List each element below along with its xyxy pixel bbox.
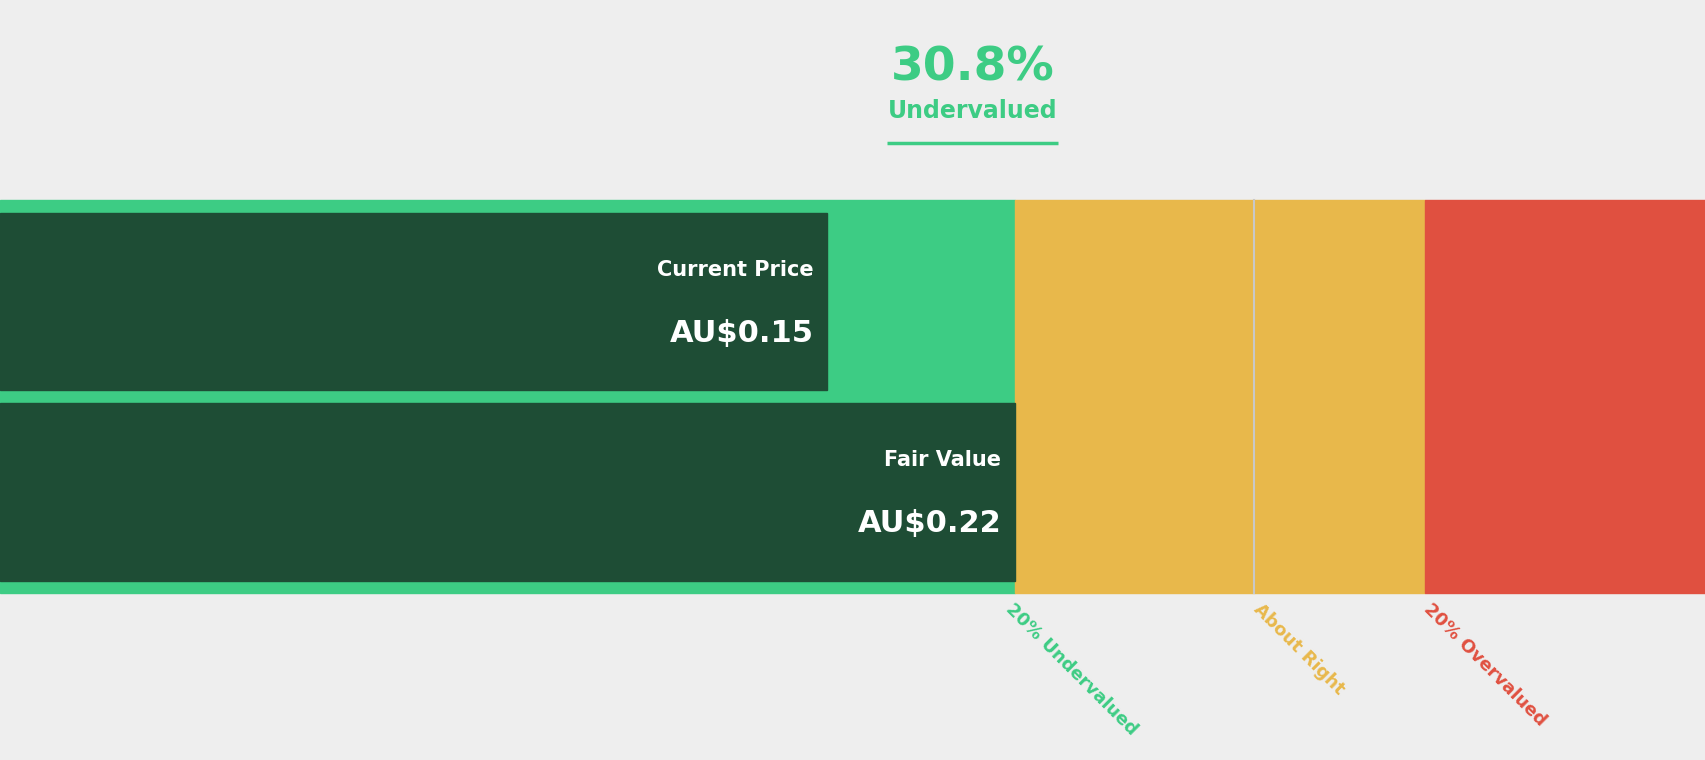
Text: About Right: About Right (1250, 600, 1347, 698)
Bar (1014, 200, 1424, 594)
Bar (0, 213, 827, 391)
Text: 30.8%: 30.8% (890, 46, 1054, 90)
Bar (0, 200, 1014, 594)
Bar (1424, 200, 1705, 594)
Text: AU$0.22: AU$0.22 (858, 509, 1001, 538)
Bar (0, 404, 1014, 581)
Text: Undervalued: Undervalued (887, 99, 1057, 123)
Text: Fair Value: Fair Value (883, 450, 1001, 470)
Text: 20% Undervalued: 20% Undervalued (1003, 600, 1141, 739)
Text: Current Price: Current Price (656, 260, 813, 280)
Text: 20% Overvalued: 20% Overvalued (1420, 600, 1548, 730)
Text: AU$0.15: AU$0.15 (670, 319, 813, 348)
